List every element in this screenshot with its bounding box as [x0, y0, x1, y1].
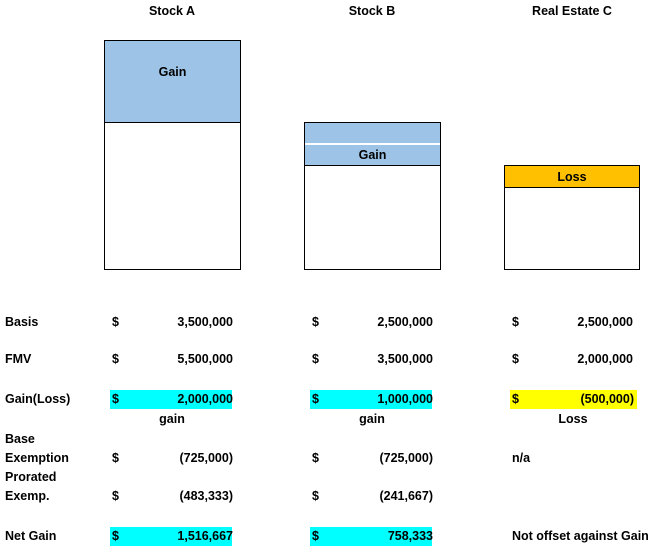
gain-c-value: (500,000) — [580, 392, 634, 406]
stock-b-gain-highlight — [310, 390, 432, 409]
fmv-a-value: 5,500,000 — [177, 352, 233, 366]
base-c-value: n/a — [512, 451, 531, 465]
gain-a-note: gain — [159, 412, 185, 426]
header-real-estate-c: Real Estate C — [532, 4, 612, 18]
stock-b-gain-band: Gain — [304, 122, 441, 166]
row-label-exemption: Exemption — [5, 451, 69, 465]
gain-b-value: 1,000,000 — [377, 392, 433, 406]
real-estate-c-loss-highlight — [510, 390, 637, 409]
real-estate-c-loss-band: Loss — [504, 165, 640, 188]
row-label-gain-loss: Gain(Loss) — [5, 392, 71, 406]
stock-b-band-divider — [305, 143, 440, 145]
gain-b-currency: $ — [312, 392, 319, 406]
gain-b-note: gain — [359, 412, 385, 426]
base-a-currency: $ — [112, 451, 119, 465]
fmv-c-value: 2,000,000 — [577, 352, 633, 366]
basis-c-currency: $ — [512, 315, 519, 329]
gain-c-note: Loss — [558, 412, 588, 426]
header-stock-a: Stock A — [148, 4, 196, 18]
basis-a-currency: $ — [112, 315, 119, 329]
fmv-b-value: 3,500,000 — [377, 352, 433, 366]
stock-a-net-highlight — [110, 527, 232, 546]
row-label-prorated: Prorated — [5, 470, 57, 484]
basis-b-currency: $ — [312, 315, 319, 329]
stock-b-gain-label: Gain — [358, 148, 387, 162]
prorated-a-currency: $ — [112, 489, 119, 503]
row-label-fmv: FMV — [5, 352, 32, 366]
net-a-currency: $ — [112, 529, 119, 543]
net-b-value: 758,333 — [387, 529, 433, 543]
fmv-b-currency: $ — [312, 352, 319, 366]
stock-a-gain-highlight — [110, 390, 232, 409]
basis-c-value: 2,500,000 — [577, 315, 633, 329]
prorated-a-value: (483,333) — [179, 489, 233, 503]
stock-b-net-highlight — [310, 527, 432, 546]
net-c-note: Not offset against Gain — [512, 529, 649, 543]
net-b-currency: $ — [312, 529, 319, 543]
stock-a-gain-band: Gain — [104, 40, 241, 123]
base-b-value: (725,000) — [379, 451, 433, 465]
fmv-a-currency: $ — [112, 352, 119, 366]
prorated-b-value: (241,667) — [379, 489, 433, 503]
gain-a-value: 2,000,000 — [177, 392, 233, 406]
net-a-value: 1,516,667 — [177, 529, 233, 543]
basis-b-value: 2,500,000 — [377, 315, 433, 329]
row-label-exemp: Exemp. — [5, 489, 50, 503]
gain-c-currency: $ — [512, 392, 519, 406]
header-stock-b: Stock B — [348, 4, 396, 18]
real-estate-c-loss-label: Loss — [557, 169, 587, 184]
base-b-currency: $ — [312, 451, 319, 465]
row-label-net-gain: Net Gain — [5, 529, 57, 543]
prorated-b-currency: $ — [312, 489, 319, 503]
row-label-basis: Basis — [5, 315, 39, 329]
row-label-base: Base — [5, 432, 35, 446]
basis-a-value: 3,500,000 — [177, 315, 233, 329]
base-a-value: (725,000) — [179, 451, 233, 465]
stock-a-gain-label: Gain — [158, 65, 187, 79]
gain-a-currency: $ — [112, 392, 119, 406]
fmv-c-currency: $ — [512, 352, 519, 366]
